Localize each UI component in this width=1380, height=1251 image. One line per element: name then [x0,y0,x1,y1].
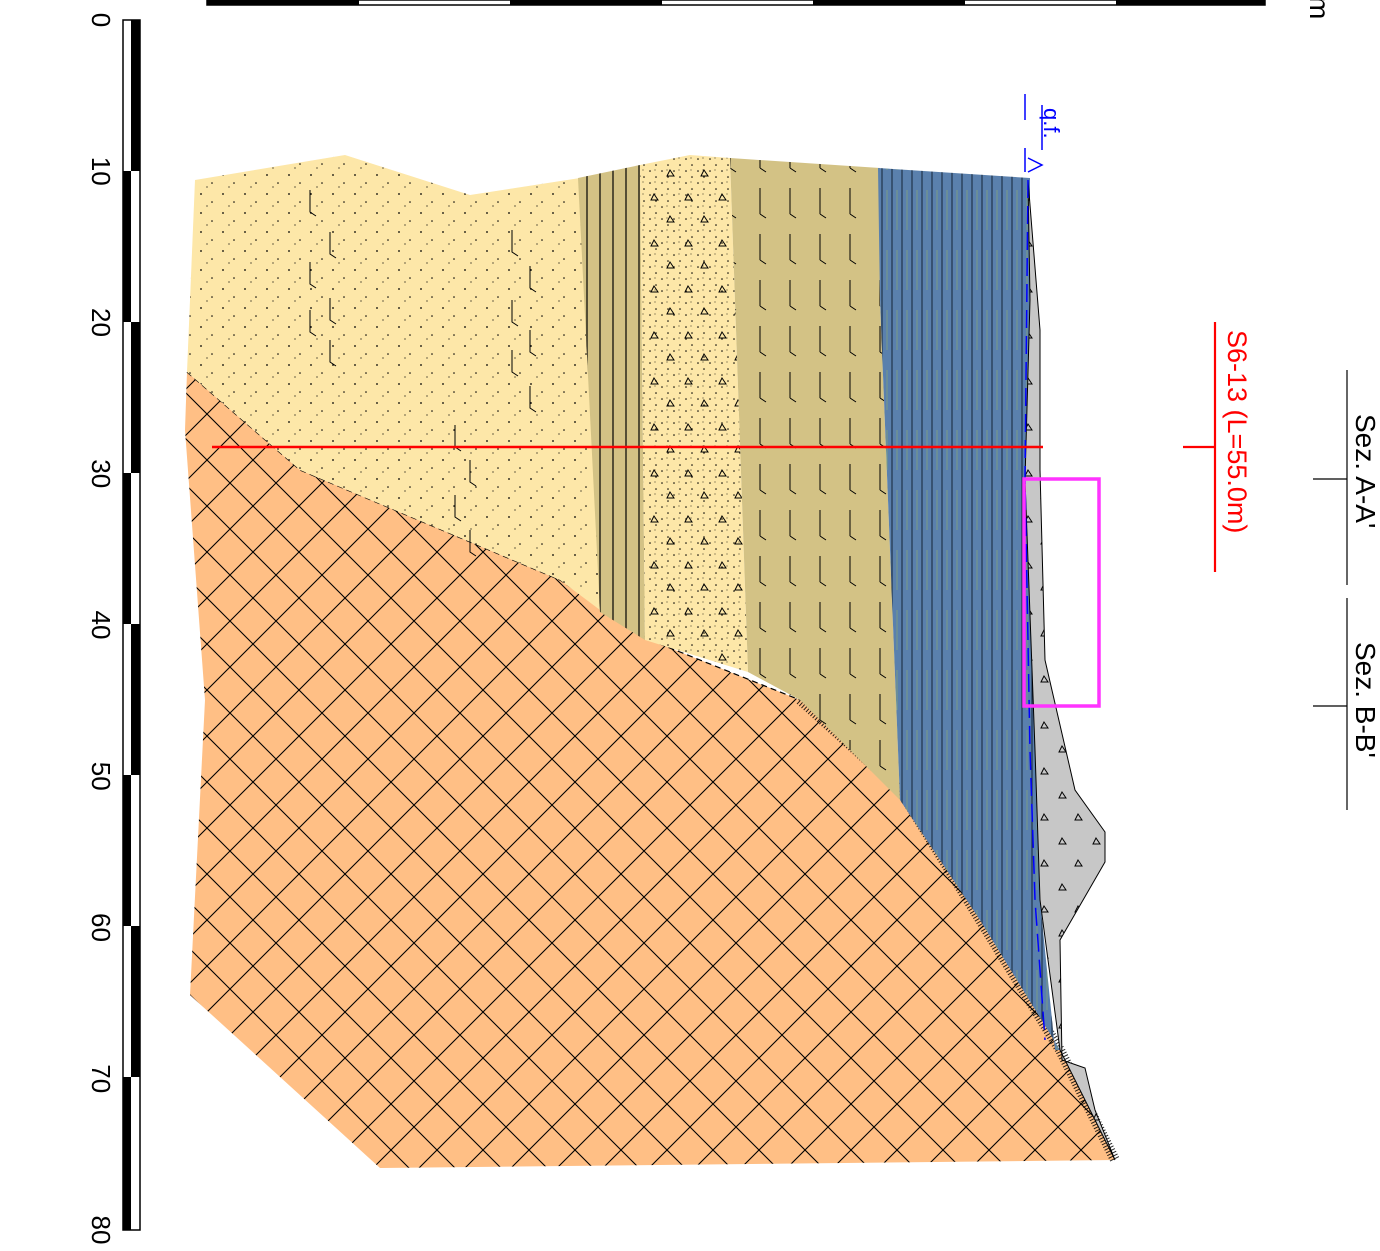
scale-tick-label: 60 [86,913,116,942]
scale-unit-label: m [1304,0,1335,19]
scale-tick-label: 30 [86,459,116,488]
section-label-b: Sez. B-B' [1350,642,1380,758]
top-scale-bar [206,0,1266,6]
blue-clay-pattern [878,168,1060,1050]
section-marker-a [1313,370,1348,585]
scale-tick-label: 80 [86,1216,116,1245]
groundwater-label: q.f. [1039,108,1064,139]
light-sand-pattern [187,155,600,610]
bedrock-pattern [185,372,1115,1168]
tan-silt-band-2-pattern [730,158,900,800]
sandy-gravel-clasts [640,155,748,672]
section-label-a: Sez. A-A' [1350,414,1380,528]
vertical-scale-bar [122,19,141,1231]
section-marker-b [1313,598,1348,810]
borehole-label: S6-13 (L=55.0m) [1222,330,1252,533]
groundwater-level-line [1024,179,1046,1041]
borehole-marker [1183,322,1217,572]
scale-tick-label: 0 [86,13,116,27]
scale-tick-labels: 0 10 20 30 40 50 60 70 80 [86,13,116,1245]
highlight-box [1022,477,1101,708]
scale-tick-label: 10 [86,157,116,186]
scale-tick-label: 70 [86,1064,116,1093]
scale-tick-label: 20 [86,308,116,337]
tan-silt-band-1-pattern [578,165,645,640]
water-table-triangle-icon [1024,94,1044,173]
scale-tick-label: 40 [86,611,116,640]
scale-tick-label: 50 [86,762,116,791]
grey-fill-pattern [1025,180,1115,1160]
